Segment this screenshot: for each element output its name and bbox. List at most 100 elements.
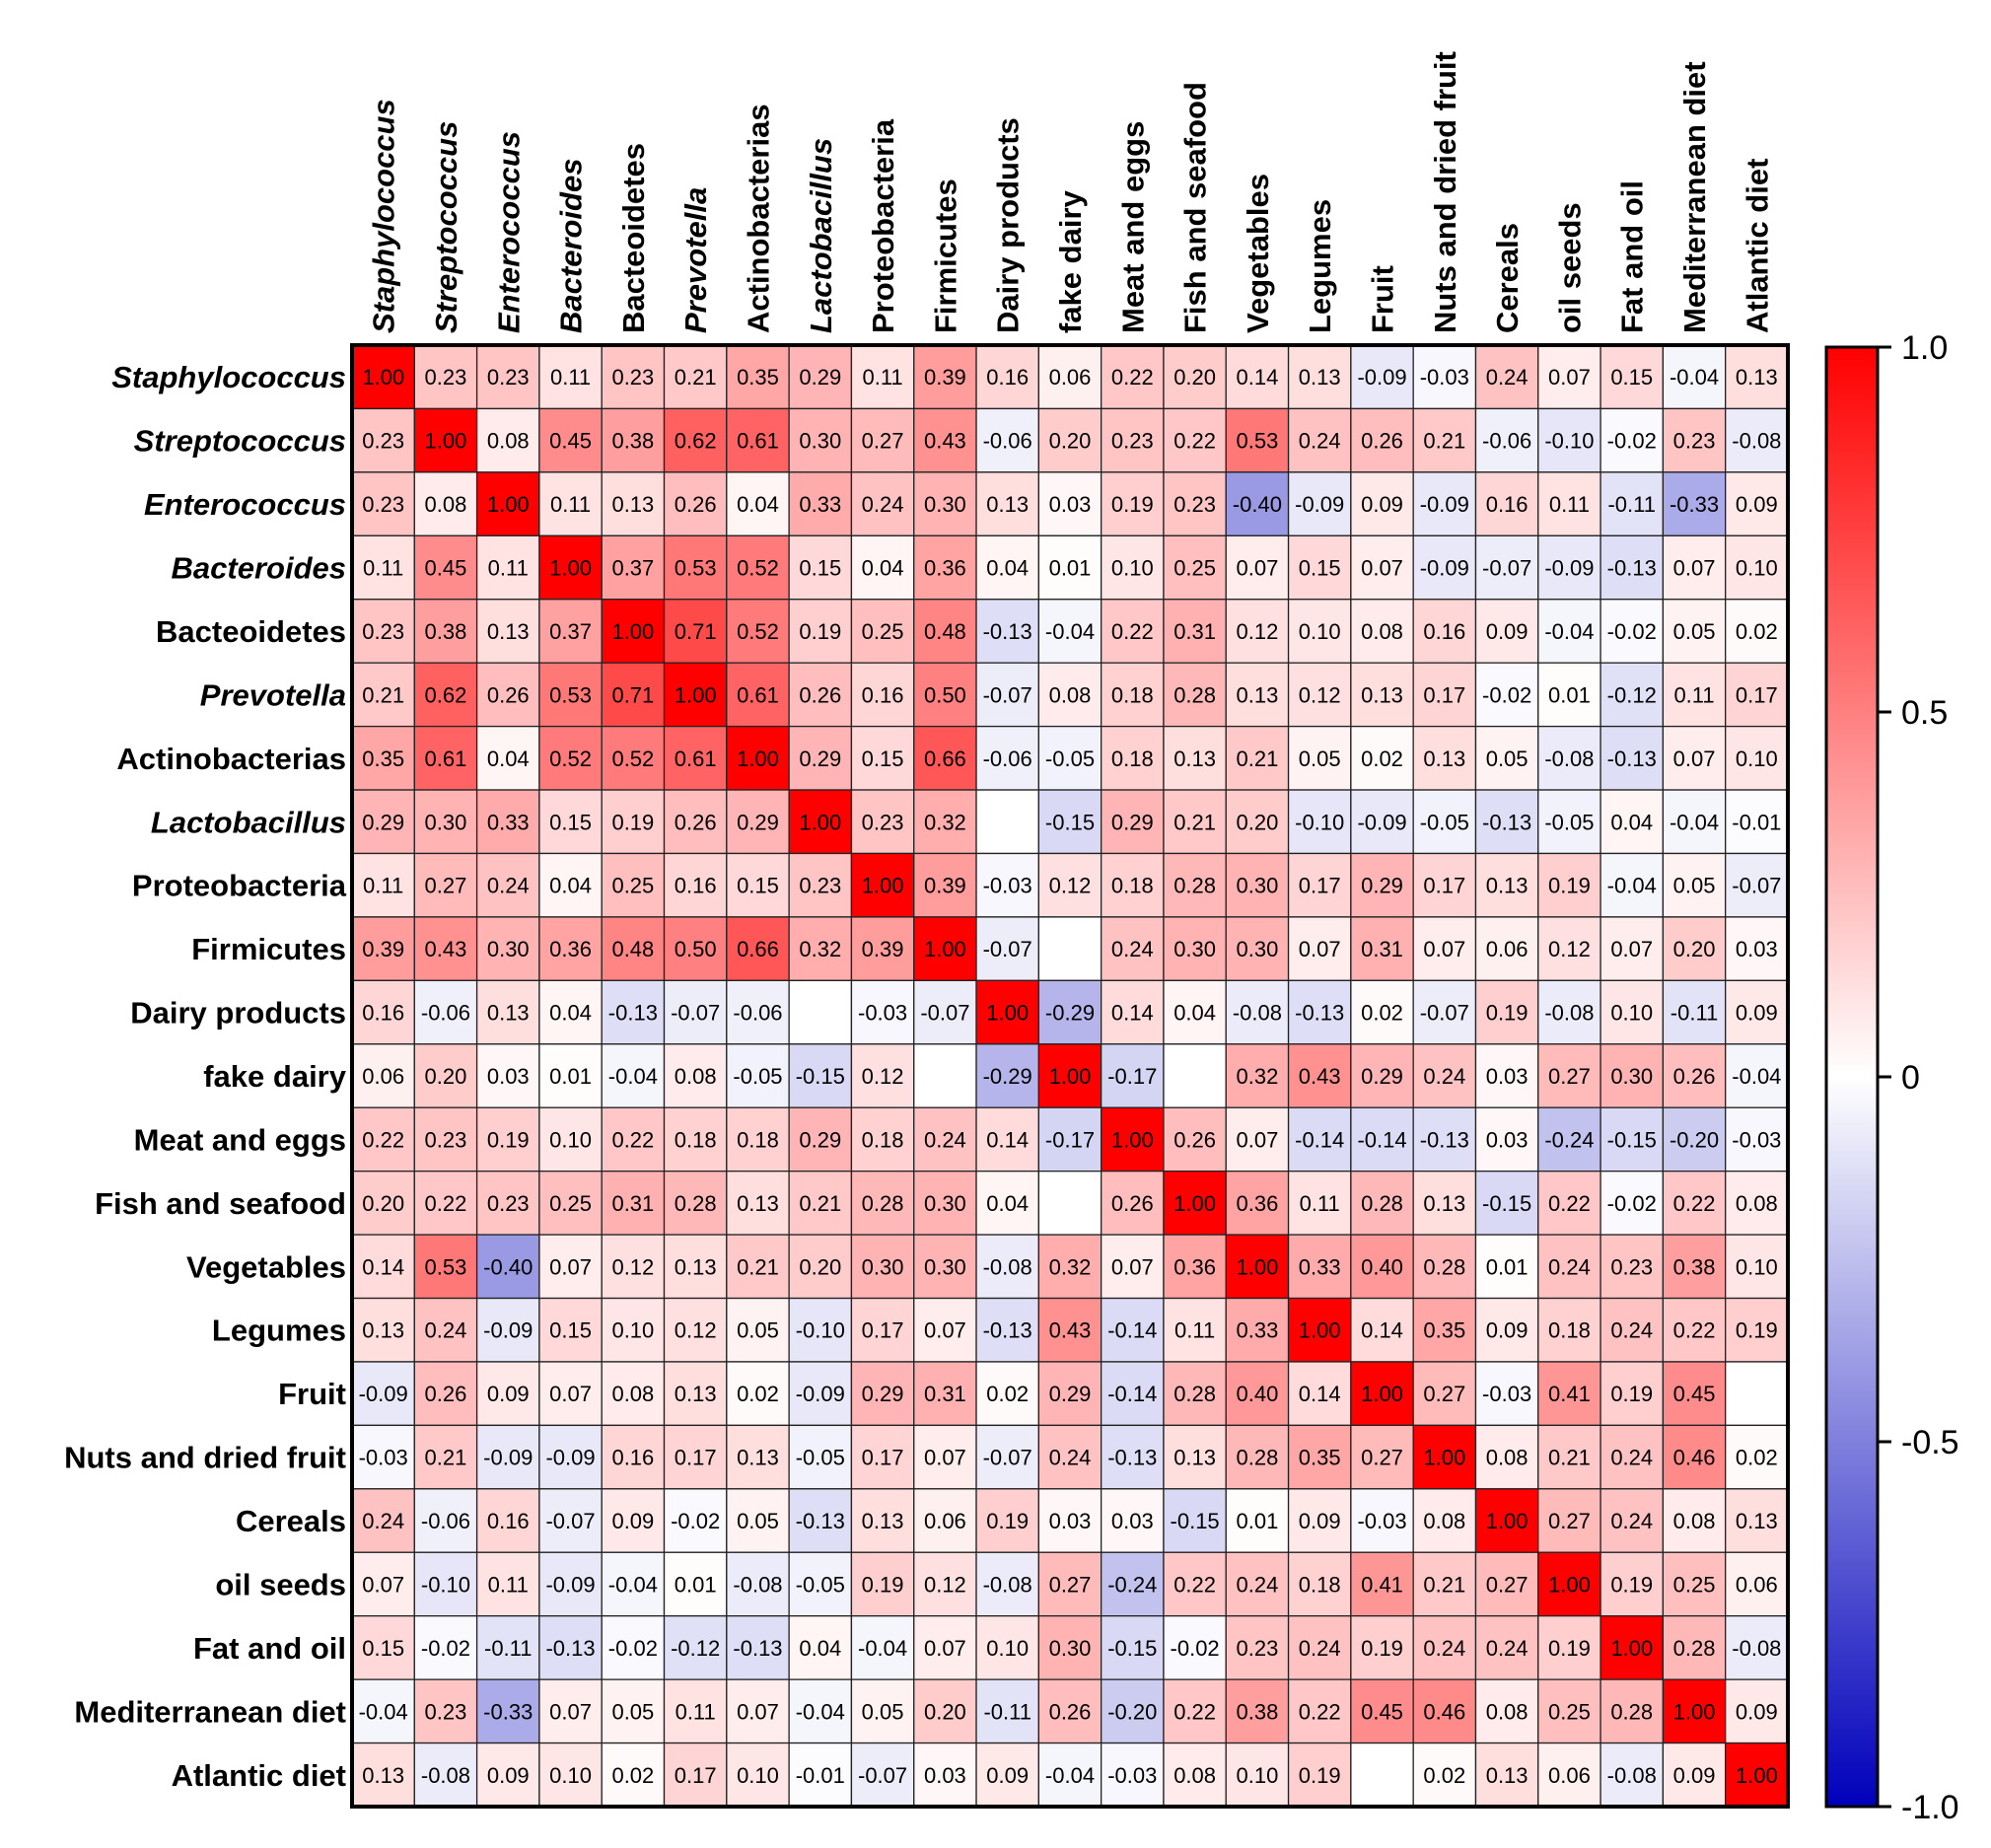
cell-value-label: 1.00 [1673,1699,1716,1724]
heatmap-cell [351,789,415,855]
cell-value-label: 0.10 [1236,1763,1278,1788]
heatmap-cell [975,1171,1039,1236]
cell-value-label: 0.16 [487,1509,530,1533]
heatmap-cell [1163,1043,1227,1108]
heatmap-cell [663,534,728,601]
cell-value-label: 0.12 [924,1572,966,1597]
cell-value-label: 1.00 [487,492,530,517]
cell-value-label: 0.20 [799,1254,841,1279]
cell-value-label: 0.04 [1173,1001,1216,1026]
cell-value-label: 1.00 [425,429,467,454]
heatmap-cell [1101,852,1165,918]
cell-value-label: 0.06 [924,1509,966,1533]
cell-value-label: 0.35 [362,746,404,771]
cell-value-label: -0.07 [983,937,1032,961]
heatmap-cell [975,852,1039,918]
cell-value-label: -0.09 [483,1318,533,1343]
cell-value-label: 0.07 [1236,1127,1278,1152]
cell-value-label: 1.00 [611,619,654,644]
cell-value-label: 0.28 [1173,874,1216,898]
heatmap-cell [1474,789,1539,855]
heatmap-cell [1101,789,1165,855]
cell-value-label: -0.10 [1295,810,1344,834]
cell-value-label: 0.14 [1361,1318,1403,1343]
cell-value-label: -0.04 [1045,619,1095,644]
cell-value-label: -0.13 [983,619,1032,644]
cell-value-label: 0.36 [549,937,592,961]
cell-value-label: 0.27 [1361,1446,1403,1470]
cell-value-label: 1.00 [862,874,904,898]
cell-value-label: 0.16 [1486,492,1529,517]
cell-value-label: 0.13 [1299,365,1341,390]
heatmap-cell [726,1424,790,1490]
heatmap-cell [1287,1424,1352,1490]
cell-value-label: 0.45 [549,429,592,454]
heatmap-cell [1537,916,1601,981]
cell-value-label: 0.13 [487,619,530,644]
column-label: Cereals [1490,223,1525,333]
heatmap-cell [1163,916,1227,981]
cell-value-label: 0.19 [1610,1572,1653,1597]
cell-value-label: 0.21 [425,1446,467,1470]
cell-value-label: -0.06 [421,1509,470,1533]
heatmap-cell [663,1234,728,1300]
cell-value-label: 0.24 [924,1127,966,1152]
heatmap-cell [601,916,666,981]
heatmap-cell [351,344,415,410]
heatmap-cell [1662,1551,1727,1617]
heatmap-cell [1474,1488,1539,1553]
cell-value-label: 0.03 [1111,1509,1154,1533]
heatmap-cell [601,1171,666,1236]
colorbar-gradient [1824,345,1880,1809]
cell-value-label: -0.05 [796,1572,845,1597]
cell-value-label: 0.52 [737,556,779,581]
cell-value-label: 0.20 [1173,365,1216,390]
heatmap-cell [538,534,603,601]
heatmap-cell [788,471,853,536]
heatmap-cell [1101,1424,1165,1490]
cell-value-label: 0.52 [611,746,654,771]
row-label: Fish and seafood [95,1186,346,1221]
heatmap-cell [1163,1741,1227,1808]
heatmap-cell [1101,471,1165,536]
cell-value-label: -0.09 [1357,810,1406,834]
cell-value-label: -0.17 [1107,1064,1157,1089]
cell-value-label: 0.14 [1111,1001,1154,1026]
heatmap-cell [726,662,790,728]
cell-value-label: -0.08 [1607,1763,1657,1788]
cell-value-label: 0.22 [1111,365,1154,390]
cell-value-label: 0.19 [1548,1636,1591,1661]
heatmap-cell [1101,916,1165,981]
row-label: Atlantic diet [172,1758,346,1793]
heatmap-cell [1350,1615,1414,1680]
cell-value-label: 0.13 [362,1763,404,1788]
heatmap-cell [1287,852,1352,918]
heatmap-cell [788,1488,853,1553]
cell-value-label: 0.21 [362,682,404,707]
cell-value-label: 0.24 [1049,1446,1092,1470]
cell-value-label: 0.43 [1299,1064,1341,1089]
cell-value-label: 0.17 [862,1318,904,1343]
heatmap-cell [1600,471,1665,536]
heatmap-cell [1600,599,1665,664]
heatmap-cell [1225,599,1290,664]
heatmap-cell [1225,1615,1290,1680]
column-label: Proteobacteria [866,118,900,333]
heatmap-cell [1725,916,1789,981]
cell-value-label: 0.20 [425,1064,467,1089]
cell-value-label: -0.09 [1295,492,1344,517]
cell-value-label: 0.07 [1299,937,1341,961]
cell-value-label: 0.19 [1736,1318,1778,1343]
heatmap-cell [351,1678,415,1744]
heatmap-cell [788,599,853,664]
row-label: Legumes [212,1314,346,1348]
cell-value-label: 0.52 [549,746,592,771]
cell-value-label: 0.11 [363,556,403,581]
heatmap-cell [351,1106,415,1173]
cell-value-label: 0.17 [1423,682,1465,707]
cell-value-label: 0.11 [1673,682,1714,707]
cell-value-label: 0.24 [1299,1636,1341,1661]
cell-value-label: 0.28 [675,1191,717,1216]
cell-value-label: 0.30 [1173,937,1216,961]
cell-value-label: 0.04 [487,746,530,771]
